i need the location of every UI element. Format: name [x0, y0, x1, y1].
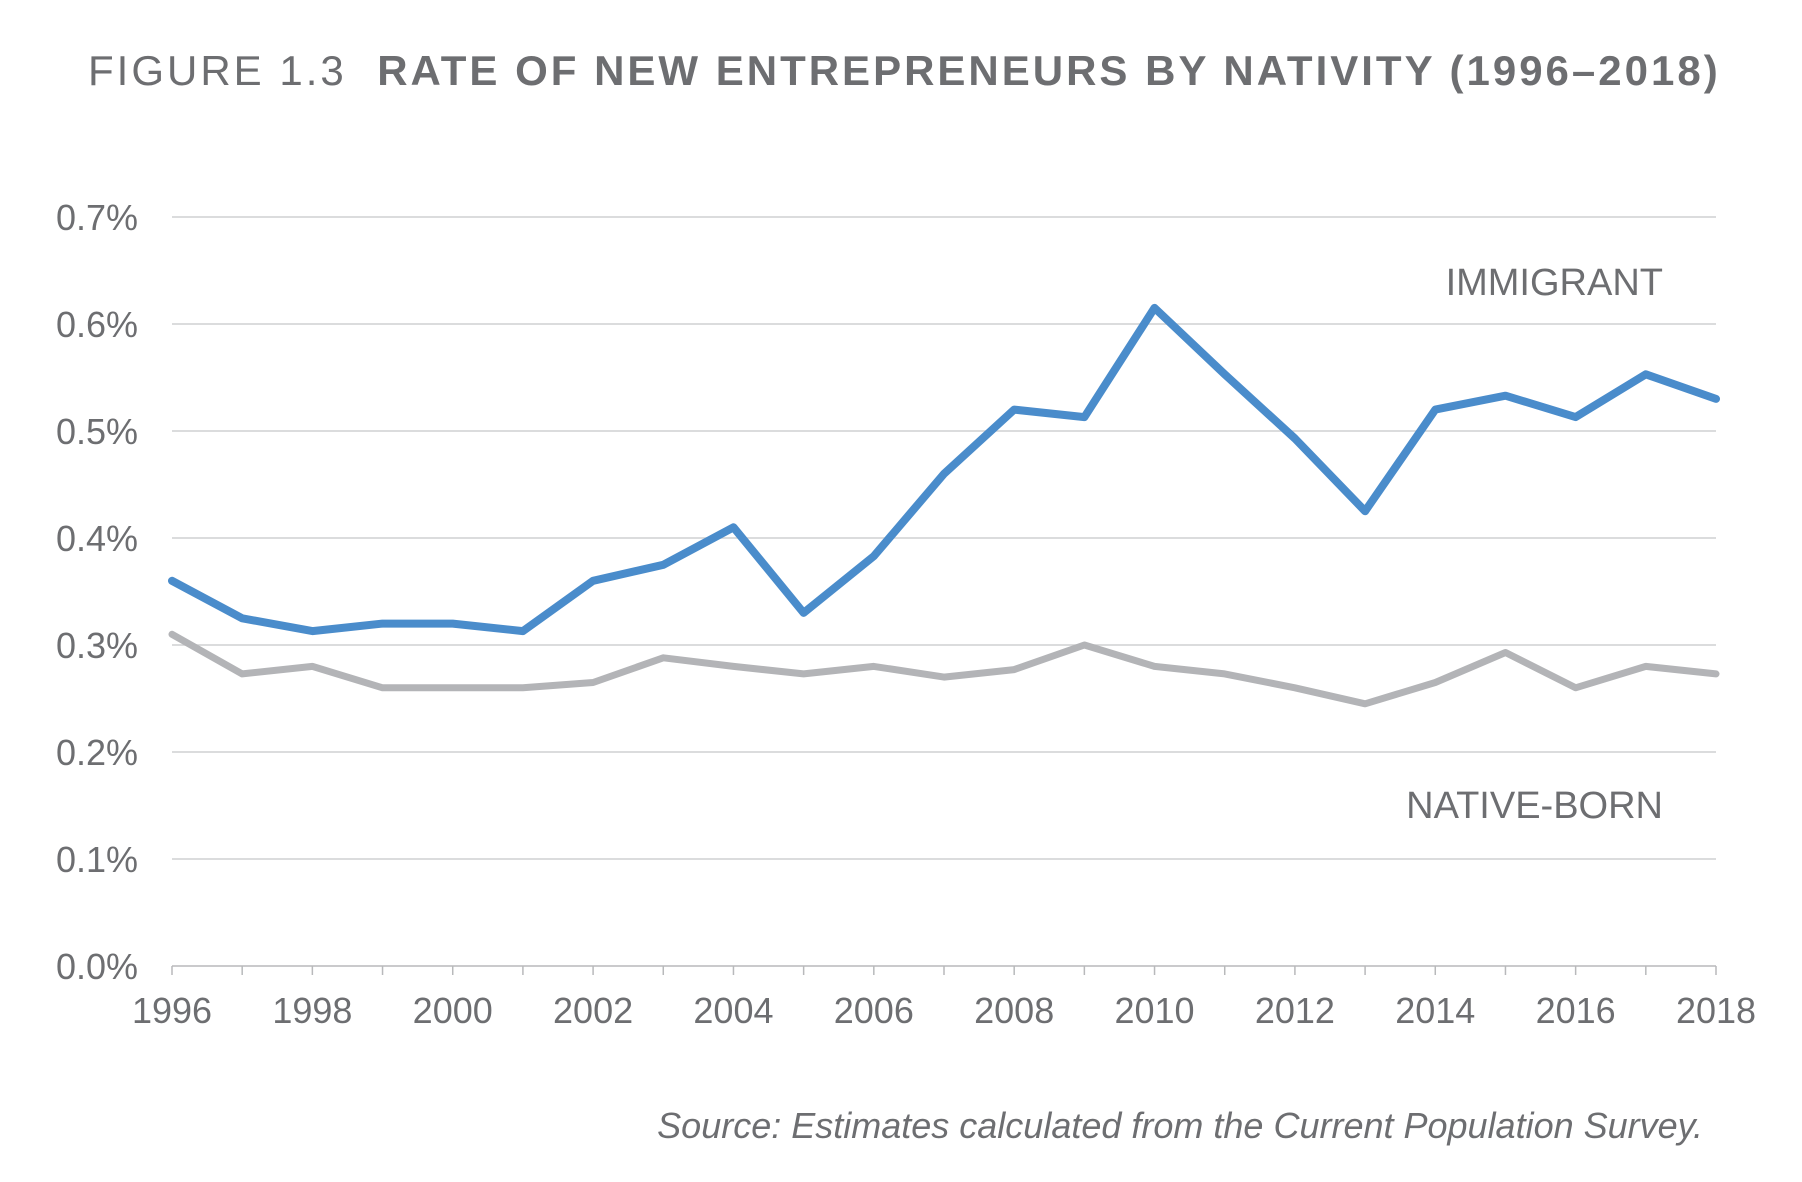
y-tick-label: 0.2%	[56, 732, 138, 773]
x-tick-label: 2004	[693, 990, 773, 1031]
series-label-native-born: NATIVE-BORN	[1406, 785, 1663, 827]
source-note: Source: Estimates calculated from the Cu…	[657, 1105, 1703, 1146]
series-label-immigrant: IMMIGRANT	[1446, 262, 1663, 304]
x-tick-label: 2006	[834, 990, 914, 1031]
series-lines	[168, 303, 1720, 708]
x-tick-label: 2000	[413, 990, 493, 1031]
y-axis-ticks: 0.0% 0.1% 0.2% 0.3% 0.4% 0.5% 0.6% 0.7%	[56, 197, 138, 987]
x-tick-label: 2002	[553, 990, 633, 1031]
series-line-native-born	[168, 630, 1720, 708]
gridlines	[172, 216, 1716, 967]
x-tick-label: 2016	[1536, 990, 1616, 1031]
series-line-immigrant	[168, 303, 1720, 636]
chart-title: FIGURE 1.3 RATE OF NEW ENTREPRENEURS BY …	[88, 47, 1721, 94]
x-tick-label: 2014	[1395, 990, 1475, 1031]
y-tick-label: 0.7%	[56, 197, 138, 238]
title-text: RATE OF NEW ENTREPRENEURS BY NATIVITY (1…	[377, 47, 1721, 94]
x-tick-label: 2008	[974, 990, 1054, 1031]
x-tick-label: 2012	[1255, 990, 1335, 1031]
y-tick-label: 0.6%	[56, 304, 138, 345]
x-tick-label: 1998	[272, 990, 352, 1031]
y-tick-label: 0.3%	[56, 625, 138, 666]
y-tick-label: 0.1%	[56, 839, 138, 880]
y-tick-label: 0.4%	[56, 518, 138, 559]
y-tick-label: 0.0%	[56, 946, 138, 987]
x-axis: 1996 1998 2000 2002 2004 2006 2008 2010 2012 2014…	[132, 966, 1756, 1031]
x-tick-label: 1996	[132, 990, 212, 1031]
x-tick-label: 2018	[1676, 990, 1756, 1031]
y-tick-label: 0.5%	[56, 411, 138, 452]
figure-number: FIGURE 1.3	[88, 47, 347, 94]
x-tick-label: 2010	[1114, 990, 1194, 1031]
